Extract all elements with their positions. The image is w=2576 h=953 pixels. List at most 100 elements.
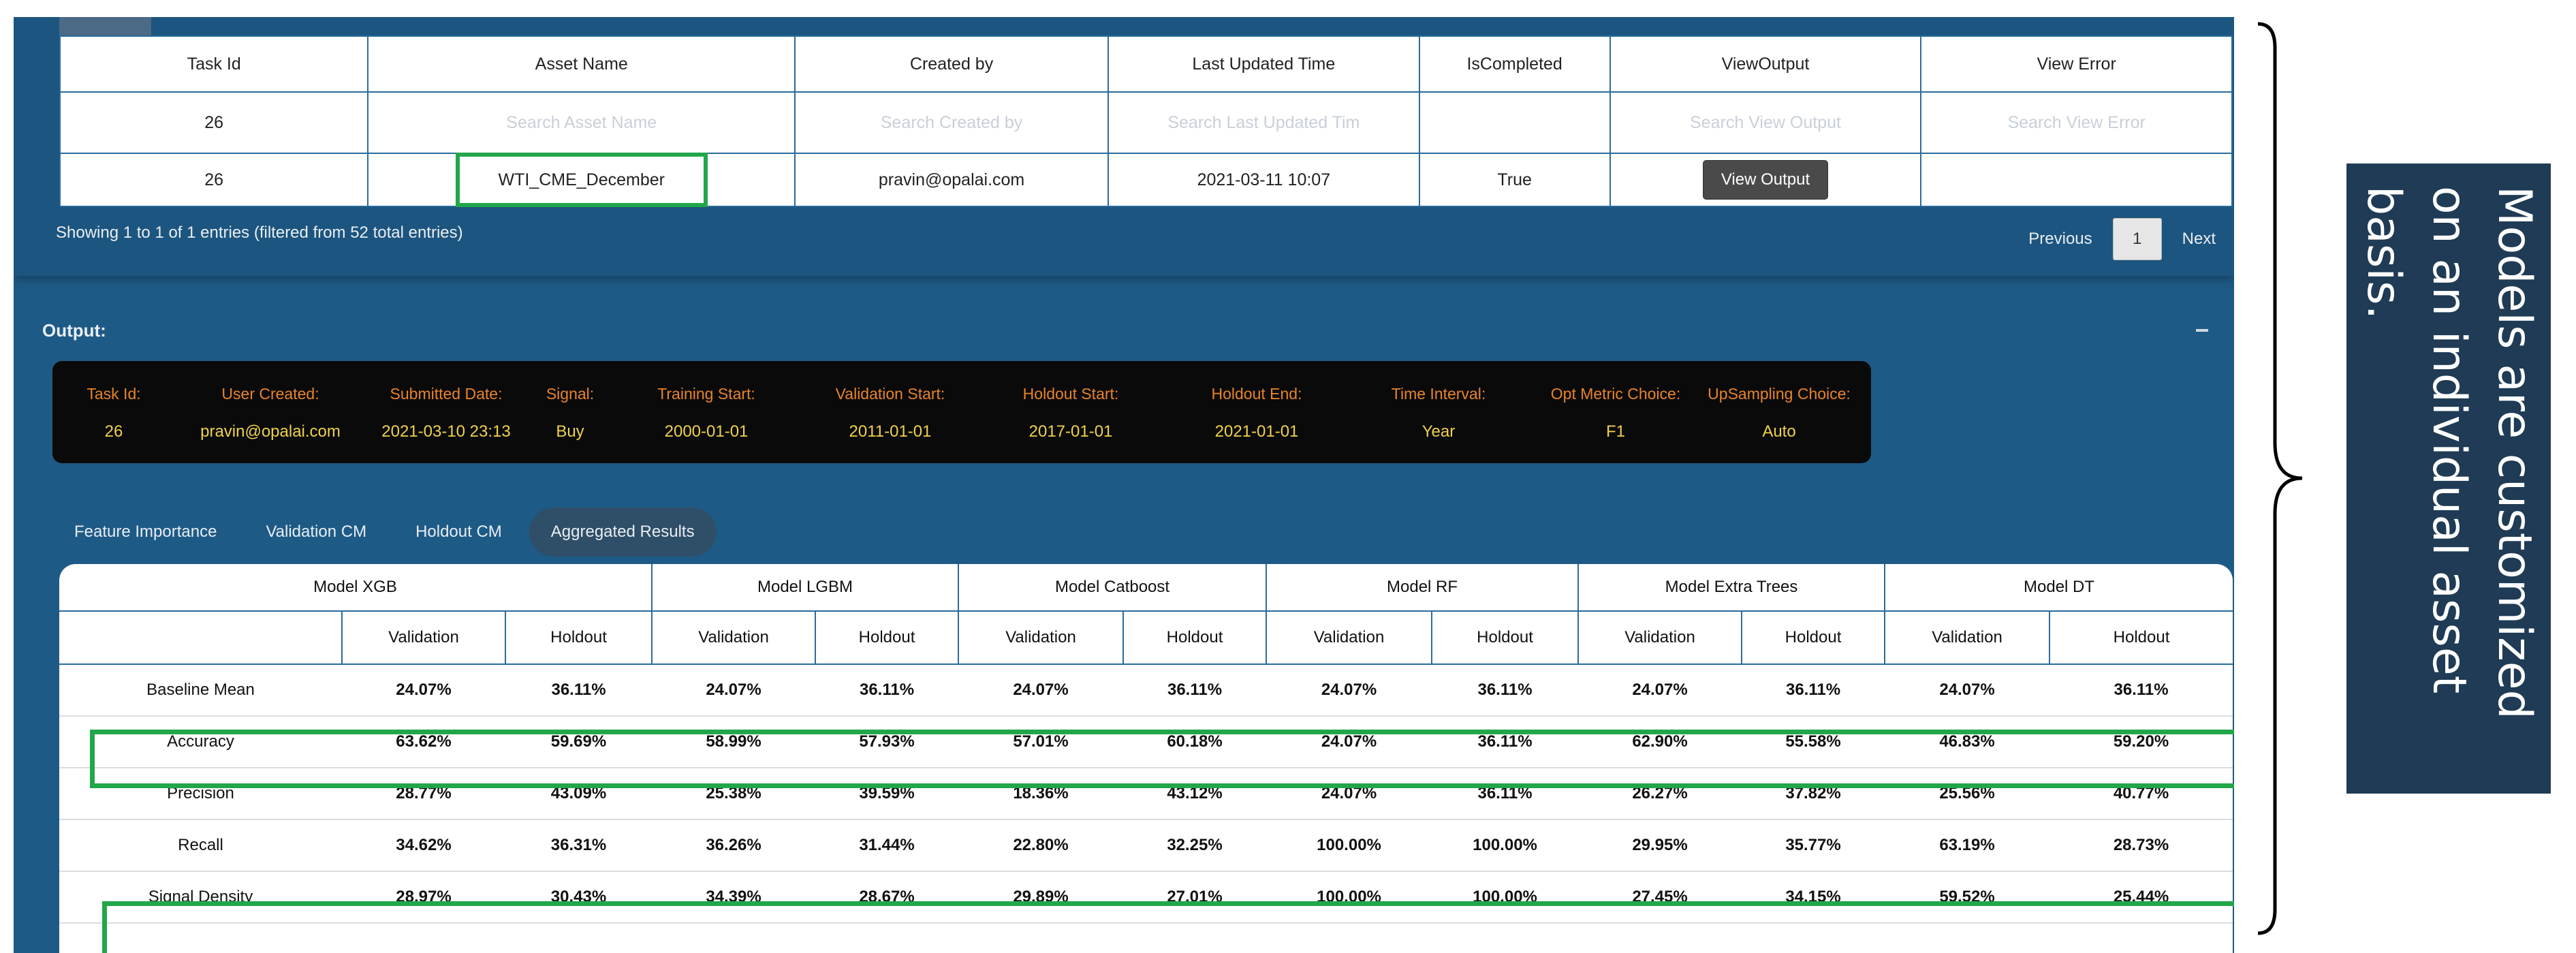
metric-value: 35.77% xyxy=(1742,819,1885,872)
cell-view-error xyxy=(1920,153,2233,207)
table-row: Accuracy 63.62% 59.69% 58.99% 57.93% 57.01% 60… xyxy=(59,716,2233,768)
info-label: User Created: xyxy=(221,385,319,403)
metric-value: 36.11% xyxy=(505,664,653,717)
sub-header-validation: Validation xyxy=(1266,610,1433,665)
header-asset-name[interactable]: Asset Name xyxy=(367,35,796,93)
model-header-row: Model XGB Model LGBM Model Catboost Mode… xyxy=(59,564,2233,612)
info-value: 2021-01-01 xyxy=(1214,422,1299,441)
cell-asset-name: WTI_CME_December xyxy=(367,153,796,207)
results-body: Baseline Mean 24.07% 36.11% 24.07% 36.11% 24.… xyxy=(59,664,2233,924)
model-header-xgb: Model XGB xyxy=(59,564,653,612)
search-is-completed-input[interactable] xyxy=(1418,91,1611,154)
header-task-id[interactable]: Task Id xyxy=(59,35,369,93)
sub-header-validation: Validation xyxy=(1884,610,2051,665)
output-tabs: Feature Importance Validation CM Holdout… xyxy=(52,507,722,557)
metric-label: Precision xyxy=(59,768,342,820)
header-last-updated[interactable]: Last Updated Time xyxy=(1108,35,1420,93)
metric-value: 59.20% xyxy=(2049,716,2233,768)
metric-value: 30.43% xyxy=(505,871,653,924)
tab-validation-cm[interactable]: Validation CM xyxy=(266,522,367,541)
collapse-icon[interactable] xyxy=(2196,329,2208,332)
table-row: Recall 34.62% 36.31% 36.26% 31.44% 22.80% 32.2… xyxy=(59,819,2233,872)
asset-name-text: WTI_CME_December xyxy=(498,170,665,189)
info-label: Holdout End: xyxy=(1211,385,1302,403)
metric-value: 32.25% xyxy=(1123,819,1267,872)
search-task-id[interactable]: 26 xyxy=(59,91,369,154)
metric-label: Baseline Mean xyxy=(59,664,342,717)
info-value: 2021-03-10 23:13 xyxy=(381,422,511,441)
metric-value: 25.56% xyxy=(1885,768,2050,820)
metric-value: 63.62% xyxy=(342,716,505,768)
metric-value: 63.19% xyxy=(1885,819,2050,872)
info-label: Holdout Start: xyxy=(1022,385,1119,403)
sub-header-holdout: Holdout xyxy=(504,610,653,665)
metric-value: 24.07% xyxy=(1578,664,1742,717)
metric-value: 57.01% xyxy=(958,716,1124,768)
output-title: Output: xyxy=(42,320,106,341)
model-header-catboost: Model Catboost xyxy=(958,564,1268,612)
sub-header-validation: Validation xyxy=(341,610,506,665)
info-value: F1 xyxy=(1605,422,1626,441)
info-value: Year xyxy=(1421,422,1456,441)
info-label: UpSampling Choice: xyxy=(1708,385,1851,403)
run-info-box: Task Id: 26 User Created: pravin@opalai.… xyxy=(52,361,1871,463)
search-view-output-input[interactable]: Search View Output xyxy=(1609,91,1922,154)
metric-value: 36.11% xyxy=(1742,664,1885,717)
metric-value: 24.07% xyxy=(1885,664,2050,717)
asset-highlight-box xyxy=(455,153,708,207)
model-header-extra-trees: Model Extra Trees xyxy=(1577,564,1886,612)
search-row: 26 Search Asset Name Search Created by S… xyxy=(59,91,2233,154)
sub-header-holdout: Holdout xyxy=(1741,610,1886,665)
view-output-button[interactable]: View Output xyxy=(1702,160,1829,200)
sub-header-holdout: Holdout xyxy=(1431,610,1580,665)
search-asset-name-input[interactable]: Search Asset Name xyxy=(367,91,796,154)
page-number-button[interactable]: 1 xyxy=(2112,218,2162,260)
sub-header-validation: Validation xyxy=(651,610,817,665)
metric-value: 28.73% xyxy=(2049,819,2233,872)
metric-value: 100.00% xyxy=(1266,819,1432,872)
info-value: 2017-01-01 xyxy=(1028,422,1113,441)
metric-value: 36.11% xyxy=(1123,664,1267,717)
metric-value: 24.07% xyxy=(652,664,816,717)
metric-value: 22.80% xyxy=(958,819,1124,872)
metric-value: 36.11% xyxy=(815,664,959,717)
info-label: Time Interval: xyxy=(1391,385,1486,403)
next-button[interactable]: Next xyxy=(2182,230,2216,248)
sub-header-holdout: Holdout xyxy=(815,610,960,665)
tab-feature-importance[interactable]: Feature Importance xyxy=(74,522,217,541)
metric-value: 29.95% xyxy=(1578,819,1742,872)
previous-button[interactable]: Previous xyxy=(2028,230,2092,248)
cell-task-id: 26 xyxy=(59,153,369,207)
metric-value: 24.07% xyxy=(958,664,1124,717)
metric-value: 55.58% xyxy=(1742,716,1885,768)
table-row: 26 WTI_CME_December pravin@opalai.com 20… xyxy=(59,153,2233,207)
model-header-dt: Model DT xyxy=(1884,564,2233,612)
metric-value: 60.18% xyxy=(1123,716,1267,768)
cell-is-completed: True xyxy=(1418,153,1611,207)
search-created-by-input[interactable]: Search Created by xyxy=(794,91,1110,154)
header-is-completed[interactable]: IsCompleted xyxy=(1418,35,1611,93)
header-created-by[interactable]: Created by xyxy=(794,35,1110,93)
search-last-updated-input[interactable]: Search Last Updated Tim xyxy=(1108,91,1420,154)
header-view-output[interactable]: ViewOutput xyxy=(1609,35,1922,93)
info-label: Opt Metric Choice: xyxy=(1550,385,1681,403)
cell-view-output: View Output xyxy=(1609,153,1922,207)
tab-holdout-cm[interactable]: Holdout CM xyxy=(415,522,502,541)
metric-value: 43.12% xyxy=(1123,768,1267,820)
info-label: Signal: xyxy=(546,385,595,403)
cell-last-updated: 2021-03-11 10:07 xyxy=(1108,153,1420,207)
info-value: pravin@opalai.com xyxy=(200,422,341,441)
search-view-error-input[interactable]: Search View Error xyxy=(1920,91,2233,154)
app-screenshot: Task Id Asset Name Created by Last Updat… xyxy=(14,17,2234,953)
pagination: Previous 1 Next xyxy=(2028,218,2216,260)
tab-aggregated-results[interactable]: Aggregated Results xyxy=(529,507,717,557)
metric-value: 59.69% xyxy=(505,716,653,768)
header-view-error[interactable]: View Error xyxy=(1920,35,2233,93)
metric-value: 27.01% xyxy=(1123,871,1267,924)
metric-value: 36.11% xyxy=(1432,716,1579,768)
info-label: Task Id: xyxy=(87,385,141,403)
metric-value: 18.36% xyxy=(958,768,1124,820)
metric-label: Recall xyxy=(59,819,342,872)
split-header-row: Validation Holdout Validation Holdout Va… xyxy=(59,610,2233,665)
metric-value: 25.44% xyxy=(2049,871,2233,924)
